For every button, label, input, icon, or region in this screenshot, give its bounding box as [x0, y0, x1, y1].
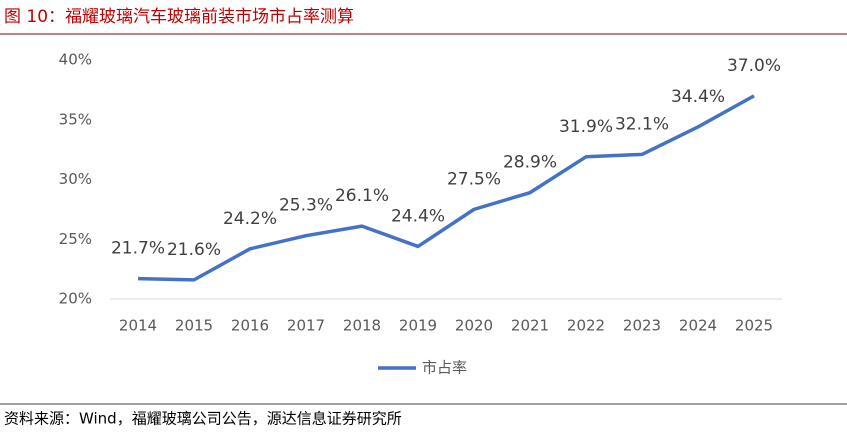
data-label: 24.4%	[391, 206, 445, 226]
legend-label: 市占率	[422, 359, 467, 377]
data-label: 32.1%	[615, 114, 669, 134]
series-line	[137, 94, 755, 282]
x-tick-label: 2015	[175, 317, 213, 335]
x-tick-label: 2017	[287, 317, 325, 335]
y-tick-label: 20%	[59, 290, 92, 308]
x-tick-label: 2024	[679, 317, 717, 335]
y-tick-label: 25%	[59, 230, 92, 248]
data-label: 34.4%	[671, 87, 725, 107]
data-label: 24.2%	[223, 209, 277, 229]
data-label: 37.0%	[727, 56, 781, 76]
x-tick-label: 2016	[231, 317, 269, 335]
x-tick-label: 2025	[735, 317, 773, 335]
y-tick-label: 40%	[59, 51, 92, 69]
chart-title: 图 10：福耀玻璃汽车玻璃前装市场市占率测算	[4, 7, 354, 27]
y-tick-label: 30%	[59, 170, 92, 188]
y-tick-label: 35%	[59, 110, 92, 128]
data-label: 26.1%	[335, 186, 389, 206]
data-label: 21.7%	[111, 239, 165, 259]
x-tick-label: 2019	[399, 317, 437, 335]
data-label: 21.6%	[167, 240, 221, 260]
data-label: 27.5%	[447, 169, 501, 189]
x-tick-label: 2022	[567, 317, 605, 335]
source-note: 资料来源：Wind，福耀玻璃公司公告，源达信息证券研究所	[4, 410, 402, 428]
data-label: 25.3%	[279, 196, 333, 216]
x-tick-label: 2014	[119, 317, 157, 335]
x-tick-label: 2018	[343, 317, 381, 335]
data-label: 31.9%	[559, 117, 613, 137]
x-tick-label: 2023	[623, 317, 661, 335]
x-tick-label: 2021	[511, 317, 549, 335]
data-label: 28.9%	[503, 153, 557, 173]
x-tick-label: 2020	[455, 317, 493, 335]
